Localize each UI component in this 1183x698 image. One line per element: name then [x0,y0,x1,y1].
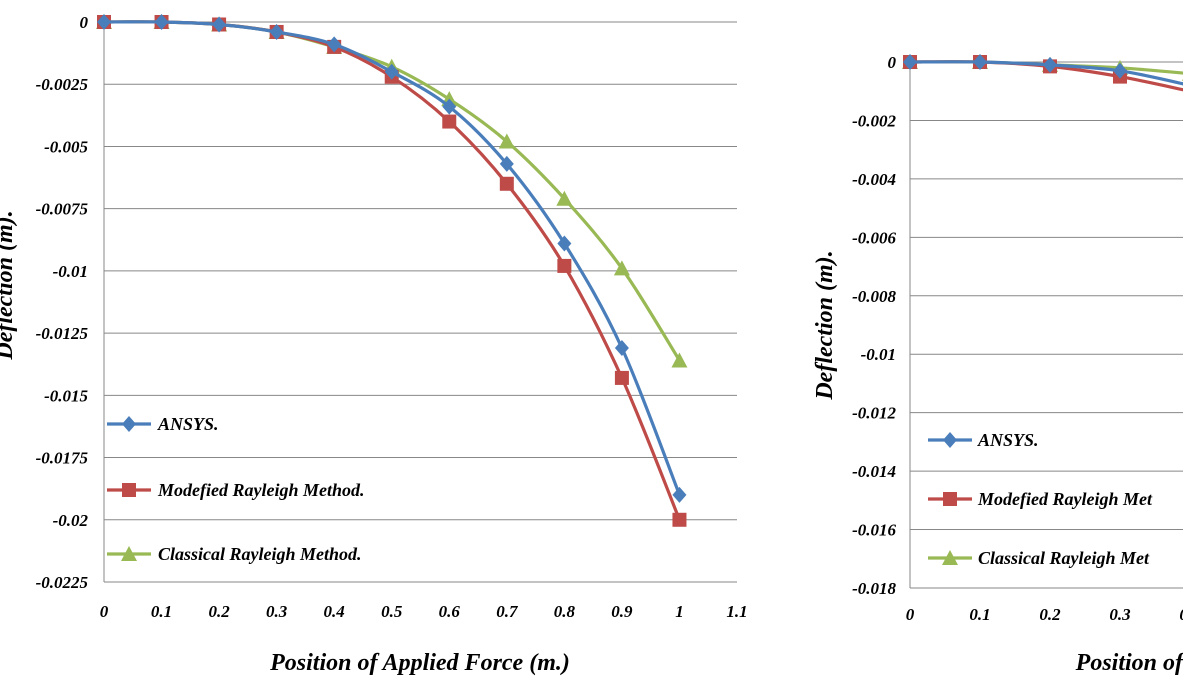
y-tick-label: -0.006 [852,228,896,247]
legend-entry: ANSYS. [107,414,219,434]
x-tick-label: 0.6 [439,602,461,621]
data-point [672,486,687,503]
legend-label: Modefied Rayleigh Method. [157,480,364,500]
data-point [499,155,514,172]
y-tick-label: -0.0175 [36,449,89,468]
legend-label: Modefied Rayleigh Met [977,489,1153,509]
y-tick-label: -0.004 [852,170,896,189]
legend-marker [943,492,957,506]
y-tick-label: -0.0225 [36,573,89,592]
x-tick-label: 0.2 [208,602,230,621]
legend-entry: Modefied Rayleigh Met [928,489,1153,509]
deflection-chart-left: 0 -0.0025 -0.005 -0.0075 -0.01 -0.0125 -0.015 -… [0,13,748,676]
legend-entry: Classical Rayleigh Met [928,548,1150,568]
y-tick-label: -0.016 [852,521,896,540]
y-tick-label: -0.005 [44,137,88,156]
y-tick-label: -0.015 [44,386,88,405]
legend-label: Classical Rayleigh Method. [158,544,362,564]
data-point [498,133,515,149]
x-axis-title: Position of [1075,650,1183,676]
data-point [973,54,987,70]
x-tick-label: 0.7 [496,602,519,621]
data-point [614,340,629,357]
y-tick-label: -0.02 [53,511,89,530]
y-tick-label: -0.014 [852,462,896,481]
x-tick-label: 0.9 [611,602,633,621]
data-point [384,63,399,80]
data-point [556,190,573,206]
x-tick-label: 0.1 [151,602,172,621]
legend-label: Classical Rayleigh Met [978,548,1150,568]
y-tick-label: -0.008 [852,287,896,306]
legend-entry: Classical Rayleigh Method. [107,544,362,564]
y-tick-label: 0 [888,53,897,72]
x-tick-label: 0.3 [1109,605,1131,624]
x-tick-label: 0.4 [1179,605,1183,624]
y-axis-title: Deflection (m). [812,250,838,400]
y-tick-label: -0.018 [852,579,896,598]
legend-entry: ANSYS. [928,430,1039,450]
legend-entry: Modefied Rayleigh Method. [107,480,364,500]
legend-marker [122,416,136,432]
x-tick-label: 0.2 [1039,605,1061,624]
data-point [903,54,917,70]
data-point [327,36,342,53]
x-tick-label: 0.3 [266,602,288,621]
data-point [557,258,572,273]
data-point [442,114,457,129]
legend-label: ANSYS. [157,414,219,434]
data-point [671,352,688,368]
series-diamond [903,54,1183,86]
x-tick-label: 0.4 [324,602,345,621]
legend-marker [942,550,958,565]
y-tick-label: -0.012 [852,404,896,423]
legend-marker [121,546,137,561]
x-tick-label: 0.1 [969,605,990,624]
deflection-chart-right: 0 -0.002 -0.004 -0.006 -0.008 -0.01 -0.012 -0.0… [812,53,1183,676]
y-tick-label: -0.01 [53,262,88,281]
data-point [97,14,111,30]
x-tick-label: 0.5 [381,602,403,621]
x-tick-label: 0 [100,602,109,621]
data-point [212,16,227,33]
data-point [672,512,687,527]
x-tick-label: 1 [675,602,684,621]
data-point [269,23,284,40]
series-diamond [97,14,687,503]
x-axis-title: Position of Applied Force (m.) [269,650,570,676]
data-point [614,370,629,385]
series-triangle [902,54,1183,81]
x-tick-label: 1.1 [726,602,747,621]
y-tick-label: 0 [80,13,89,32]
y-axis-title: Deflection (m). [0,210,18,360]
x-tick-label: 0 [906,605,915,624]
y-tick-label: -0.01 [861,345,896,364]
y-tick-label: -0.0125 [36,324,89,343]
data-point [1043,56,1057,73]
legend-marker [122,483,136,497]
data-point [1113,62,1127,79]
data-point [499,176,514,191]
y-tick-label: -0.0025 [36,75,89,94]
legend-marker [943,432,957,448]
data-point [154,14,169,30]
legend-label: ANSYS. [977,430,1039,450]
data-point [557,235,572,252]
y-tick-label: -0.0075 [36,200,89,219]
y-tick-label: -0.002 [852,111,896,130]
x-tick-label: 0.8 [554,602,576,621]
data-point [613,260,630,276]
data-point [442,98,457,115]
